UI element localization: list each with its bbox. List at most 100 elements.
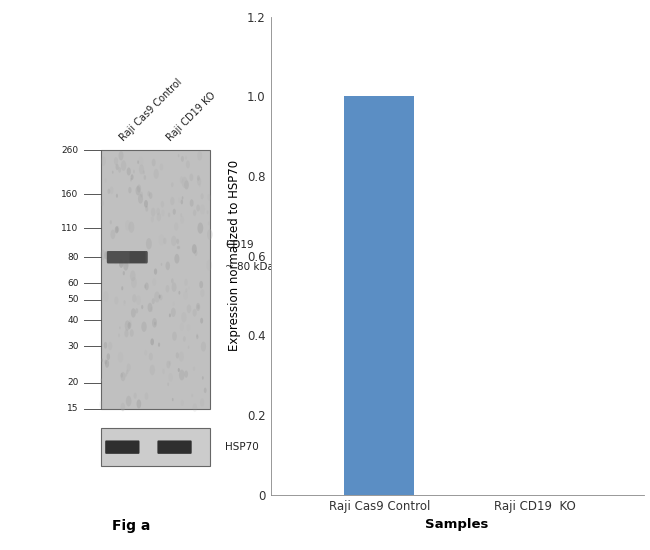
Circle shape [200,193,203,199]
Circle shape [170,197,174,205]
Circle shape [192,244,197,254]
Text: 160: 160 [61,190,79,199]
Circle shape [166,261,170,270]
Circle shape [100,250,106,260]
Circle shape [124,329,129,337]
FancyBboxPatch shape [129,251,146,263]
Circle shape [208,222,210,225]
Circle shape [118,352,124,362]
Circle shape [99,400,103,409]
Circle shape [150,365,155,375]
Circle shape [200,318,203,323]
Circle shape [151,216,154,222]
Circle shape [161,263,162,266]
Circle shape [148,191,150,196]
Circle shape [169,361,171,365]
Text: Raji CD19 KO: Raji CD19 KO [164,91,217,144]
Text: 20: 20 [67,378,79,387]
Circle shape [112,170,114,174]
Circle shape [125,320,130,331]
Text: 260: 260 [62,146,79,155]
Text: 60: 60 [67,279,79,288]
Circle shape [115,226,118,233]
Circle shape [201,342,206,351]
Circle shape [152,318,157,328]
Circle shape [146,238,152,250]
Circle shape [171,307,176,317]
Circle shape [118,151,124,161]
Circle shape [184,279,188,286]
Circle shape [121,286,124,290]
Circle shape [120,252,122,256]
Circle shape [156,208,160,215]
Circle shape [144,350,147,355]
Circle shape [188,345,190,349]
Circle shape [101,156,106,166]
Circle shape [197,305,200,309]
FancyBboxPatch shape [157,441,192,454]
Circle shape [207,229,213,240]
FancyBboxPatch shape [105,441,140,454]
Circle shape [126,370,129,374]
Circle shape [123,271,125,276]
Circle shape [181,196,183,200]
Circle shape [179,323,184,331]
Circle shape [152,278,156,286]
Circle shape [151,207,155,217]
Circle shape [135,186,140,195]
Circle shape [127,167,131,175]
Circle shape [172,398,174,401]
Circle shape [132,294,136,302]
Circle shape [181,156,184,162]
Text: 50: 50 [67,295,79,304]
Circle shape [136,399,141,409]
Circle shape [158,343,160,347]
Circle shape [177,154,179,157]
Circle shape [172,302,175,306]
Circle shape [130,270,136,281]
Circle shape [180,216,184,224]
Circle shape [116,164,119,170]
Circle shape [110,186,114,194]
Circle shape [159,295,161,299]
Circle shape [107,189,110,194]
Circle shape [101,200,104,206]
Circle shape [174,222,178,231]
Circle shape [173,209,176,214]
Circle shape [196,205,200,212]
Circle shape [206,260,212,271]
Circle shape [125,373,127,377]
Circle shape [166,285,170,293]
Circle shape [130,178,132,182]
Circle shape [172,332,177,341]
Text: 30: 30 [67,342,79,350]
Circle shape [160,163,163,170]
Text: HSP70: HSP70 [226,442,259,452]
Circle shape [179,370,185,381]
Circle shape [168,212,170,217]
Circle shape [151,159,155,167]
Circle shape [108,342,112,350]
Circle shape [104,342,107,349]
Bar [344,96,414,495]
Circle shape [101,358,103,362]
Circle shape [171,278,174,283]
Circle shape [184,180,189,190]
Circle shape [124,300,125,304]
Circle shape [128,187,131,194]
Circle shape [168,373,173,382]
Circle shape [130,329,134,337]
Circle shape [193,210,196,216]
Circle shape [200,398,204,406]
Circle shape [181,400,184,406]
Circle shape [105,178,107,183]
Circle shape [143,170,145,174]
Circle shape [191,394,193,397]
Circle shape [179,176,183,184]
Circle shape [176,352,179,359]
Circle shape [107,353,110,360]
Circle shape [144,175,146,180]
Circle shape [137,160,139,164]
Circle shape [125,322,127,325]
Circle shape [104,251,109,260]
